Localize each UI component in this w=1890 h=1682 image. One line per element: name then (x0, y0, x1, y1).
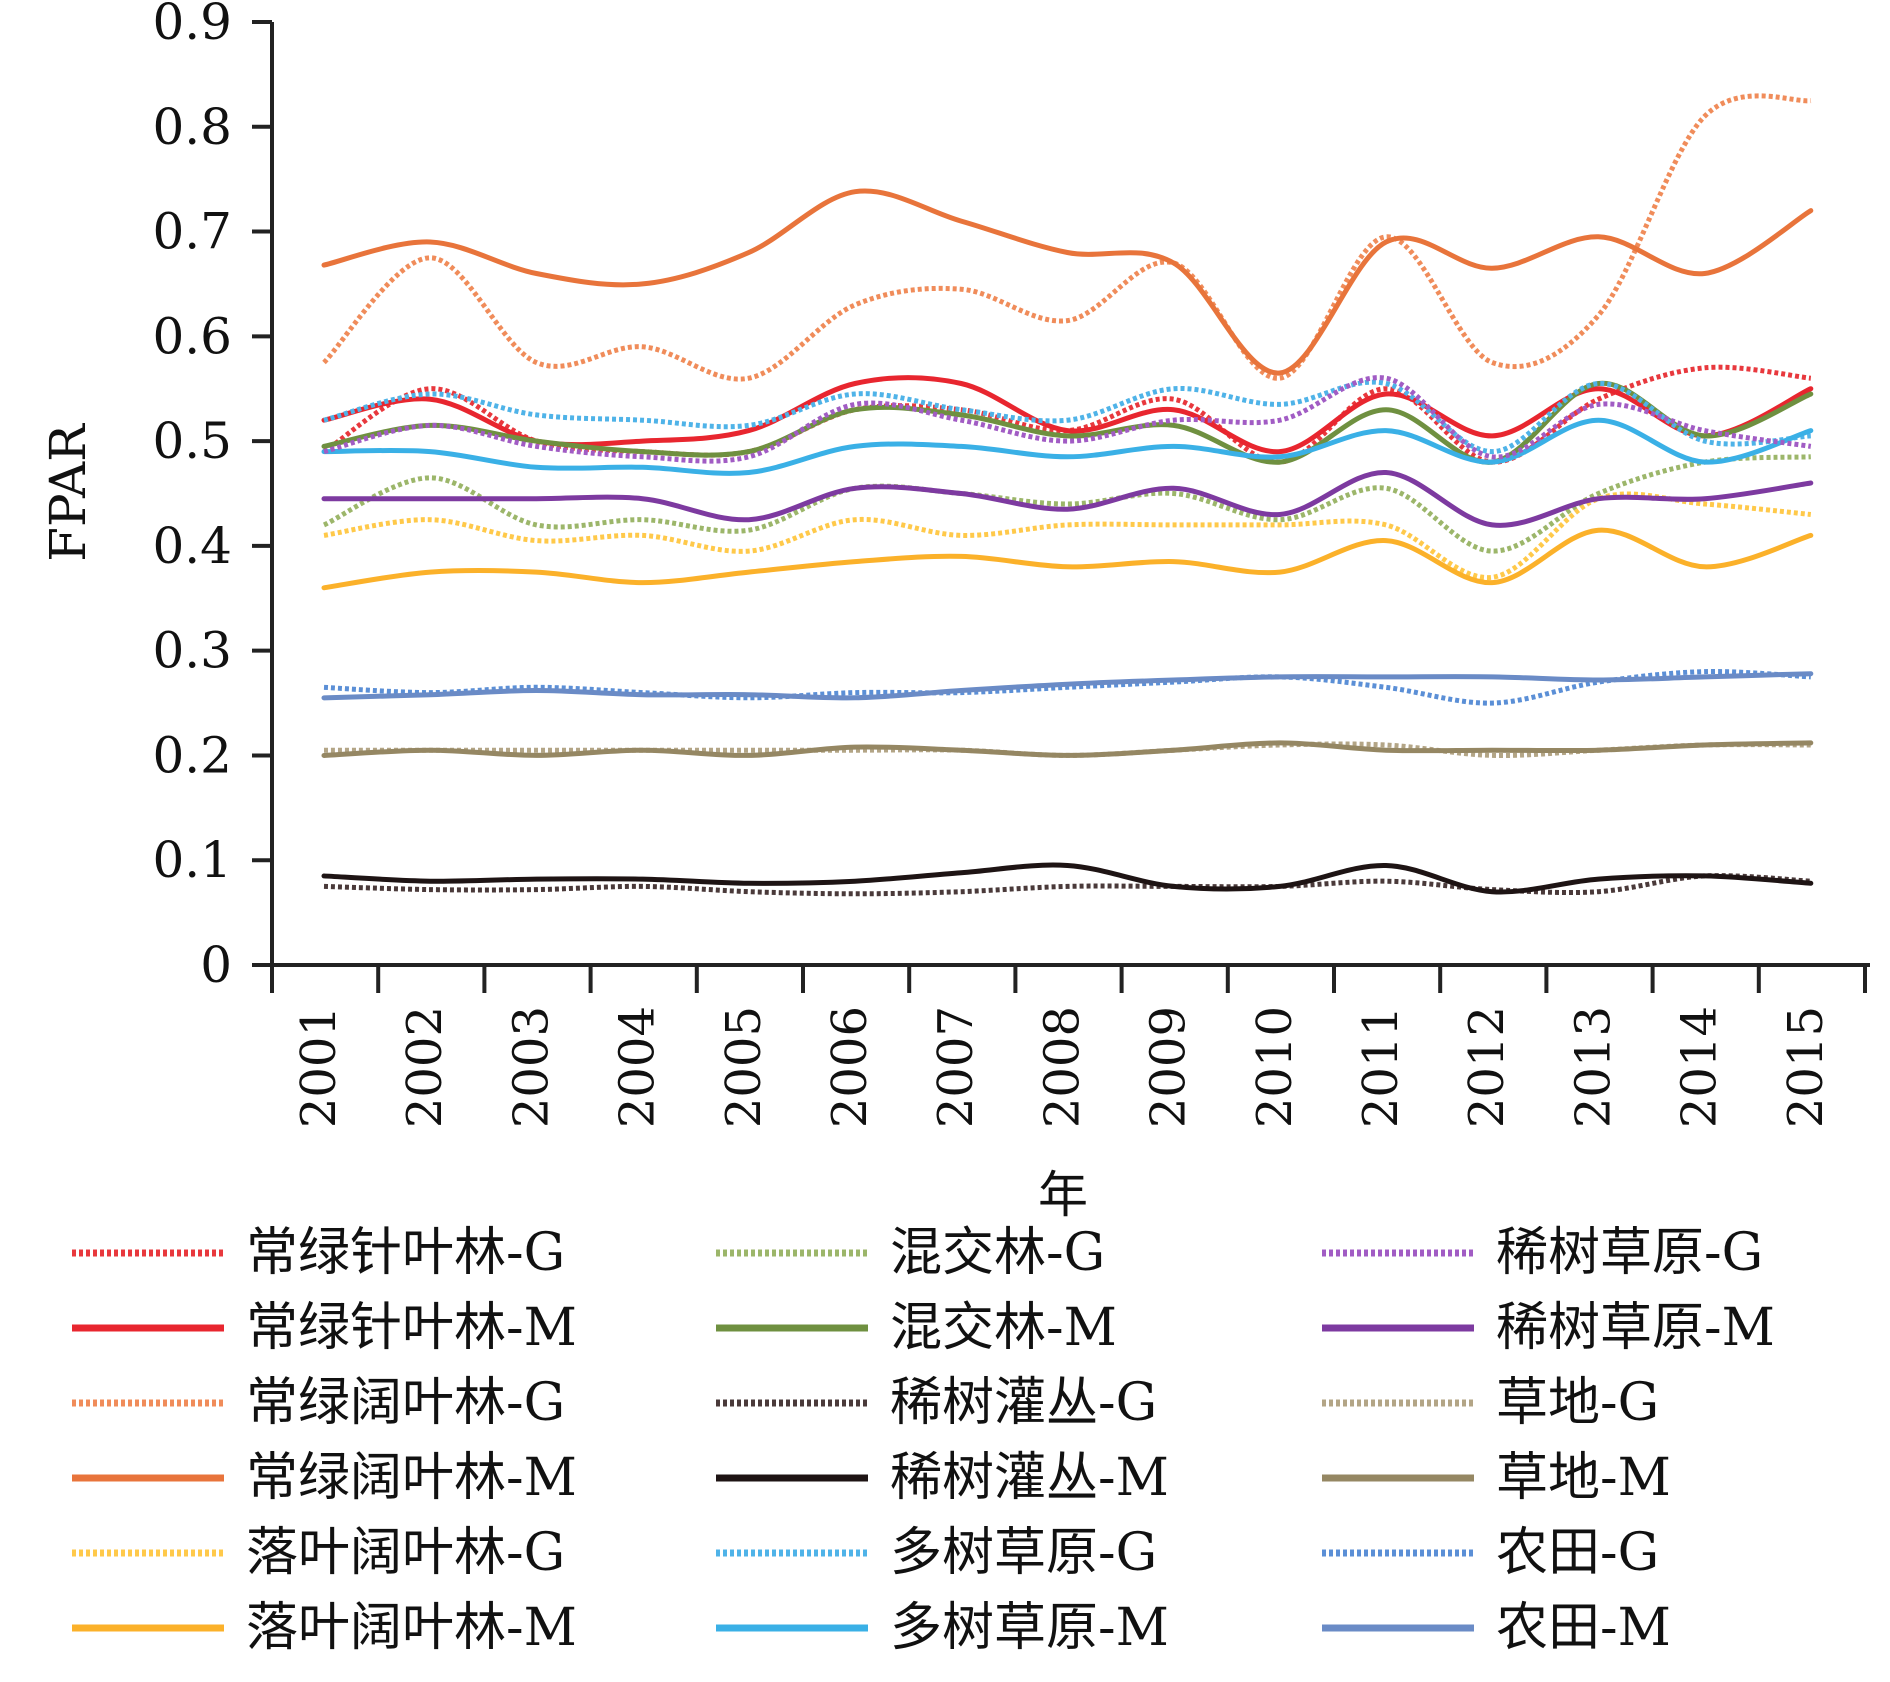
y-tick-label: 0.1 (152, 831, 232, 889)
y-tick-label: 0.4 (152, 517, 232, 575)
x-tick-label: 2007 (928, 1006, 984, 1128)
x-tick-label: 2014 (1672, 1006, 1728, 1128)
x-tick-label: 2006 (822, 1006, 878, 1128)
series-line (322, 364, 1812, 465)
legend-label: 稀树灌丛-M (890, 1448, 1169, 1508)
x-tick-label: 2004 (610, 1006, 666, 1128)
series-line (323, 375, 1812, 464)
y-tick-label: 0.6 (152, 307, 232, 365)
series-line (321, 671, 1814, 701)
legend-label: 落叶阔叶林-M (246, 1598, 577, 1658)
y-tick-label: 0 (200, 936, 232, 994)
x-tick-label: 2011 (1353, 1006, 1409, 1128)
y-tick-label: 0.3 (152, 622, 232, 680)
legend-label: 农田-M (1496, 1598, 1671, 1658)
legend-label: 常绿阔叶林-G (246, 1373, 565, 1433)
legend: 常绿针叶林-G 常绿针叶林-M 常绿阔叶林-G 常绿阔叶林-M 落叶阔叶林-G 落叶阔叶林… (72, 1223, 1775, 1658)
plot-area (321, 93, 1814, 897)
series-line (321, 740, 1814, 758)
y-axis-title: FPAR (39, 423, 97, 562)
x-tick-label: 2002 (397, 1006, 453, 1128)
x-tick-label: 2015 (1778, 1006, 1834, 1128)
series-line (321, 862, 1814, 895)
y-tick-label: 0.8 (152, 98, 232, 156)
series-line (323, 669, 1811, 706)
series-line (322, 93, 1812, 382)
x-tick-label: 2009 (1141, 1006, 1197, 1128)
x-tick-label: 2003 (503, 1006, 559, 1128)
legend-label: 多树草原-M (890, 1598, 1169, 1658)
x-axis-title: 年 (1038, 1166, 1088, 1224)
x-tick-label: 2005 (716, 1006, 772, 1128)
y-tick-label: 0.2 (152, 726, 232, 784)
axes (270, 22, 1870, 967)
legend-label: 稀树草原-G (1496, 1223, 1763, 1283)
series-line (323, 379, 1811, 455)
legend-label: 草地-M (1496, 1448, 1671, 1508)
y-tick-label: 0.9 (152, 0, 232, 51)
legend-label: 稀树草原-M (1496, 1298, 1775, 1358)
y-tick-label: 0.7 (152, 203, 232, 261)
series-line (323, 491, 1812, 580)
legend-label: 混交林-G (890, 1223, 1105, 1283)
legend-label: 混交林-M (890, 1298, 1117, 1358)
legend-label: 草地-G (1496, 1373, 1659, 1433)
legend-label: 落叶阔叶林-G (246, 1523, 565, 1583)
y-tick-label: 0.5 (152, 412, 232, 470)
x-tick-label: 2008 (1034, 1006, 1090, 1128)
legend-label: 常绿针叶林-G (246, 1223, 565, 1283)
series-line (321, 527, 1814, 591)
legend-label: 多树草原-G (890, 1523, 1157, 1583)
series-line (321, 417, 1814, 476)
legend-label: 稀树灌丛-G (890, 1373, 1157, 1433)
legend-label: 常绿针叶林-M (246, 1298, 577, 1358)
series-line (322, 454, 1811, 554)
x-axis-ticks: 2001 2002 2003 2004 2005 2006 2007 2008 2009 2010… (270, 965, 1867, 1128)
legend-label: 常绿阔叶林-M (246, 1448, 577, 1508)
series-line (321, 469, 1814, 528)
x-tick-label: 2012 (1459, 1006, 1515, 1128)
x-tick-label: 2010 (1247, 1006, 1303, 1128)
y-axis-ticks: 0 0.1 0.2 0.3 0.4 0.5 0.6 0.7 0.8 0.9 (152, 0, 272, 994)
legend-label: 农田-G (1496, 1523, 1659, 1583)
series-line (321, 188, 1814, 376)
series-line (323, 873, 1811, 897)
x-tick-label: 2001 (291, 1006, 347, 1128)
x-tick-label: 2013 (1565, 1006, 1621, 1128)
